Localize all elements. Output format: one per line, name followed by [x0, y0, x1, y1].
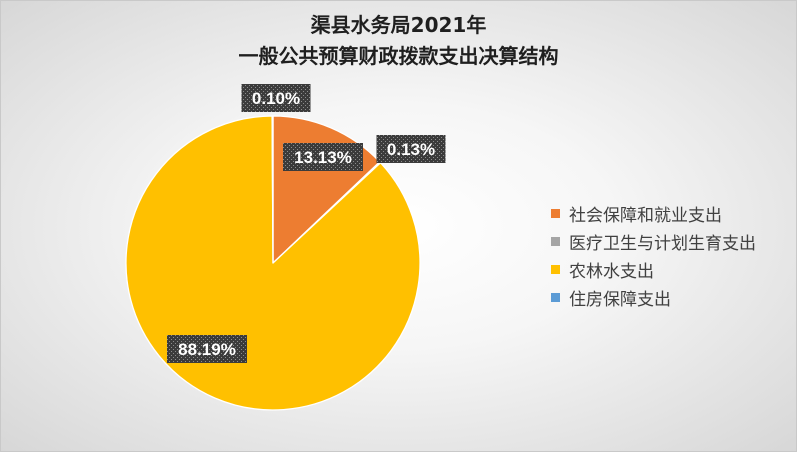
- legend-label: 社会保障和就业支出: [569, 205, 722, 226]
- legend-item-health-family-planning: 医疗卫生与计划生育支出: [551, 227, 786, 255]
- data-label-housing-security: 0.10%: [241, 84, 311, 112]
- data-label-box: [283, 143, 363, 171]
- legend-item-housing-security: 住房保障支出: [551, 283, 786, 311]
- legend-label: 住房保障支出: [569, 289, 671, 310]
- chart-title-line-2: 一般公共预算财政拨款支出决算结构: [238, 44, 559, 68]
- data-label-text: 0.10%: [252, 89, 300, 108]
- pie-slice-housing-security: [271, 115, 274, 264]
- legend-item-social-security-employment: 社会保障和就业支出: [551, 199, 786, 227]
- chart-title-line-1: 渠县水务局2021年: [310, 13, 487, 37]
- legend-item-agriculture-forestry-water: 农林水支出: [551, 255, 786, 283]
- data-labels: 13.13% 0.13% 88.19% 0.10%: [167, 84, 446, 363]
- data-label-text: 88.19%: [178, 340, 236, 359]
- data-label-box: [241, 84, 311, 112]
- legend-label: 医疗卫生与计划生育支出: [569, 233, 756, 254]
- legend-marker: [551, 236, 560, 246]
- data-label-social-security-employment: 13.13%: [283, 143, 363, 171]
- legend-marker: [551, 292, 560, 302]
- legend-marker: [551, 208, 560, 218]
- legend: 社会保障和就业支出 医疗卫生与计划生育支出 农林水支出 住房保障支出: [551, 199, 786, 311]
- legend-marker: [551, 264, 560, 274]
- data-label-agriculture-forestry-water: 88.19%: [167, 335, 247, 363]
- data-label-text: 13.13%: [294, 148, 352, 167]
- data-label-box: [167, 335, 247, 363]
- data-label-health-family-planning: 0.13%: [376, 135, 446, 163]
- chart-title: 渠县水务局2021年 一般公共预算财政拨款支出决算结构: [1, 10, 796, 72]
- legend-label: 农林水支出: [569, 261, 654, 282]
- pie-slices: [125, 115, 421, 411]
- data-label-box: [376, 135, 446, 163]
- data-label-text: 0.13%: [387, 140, 435, 159]
